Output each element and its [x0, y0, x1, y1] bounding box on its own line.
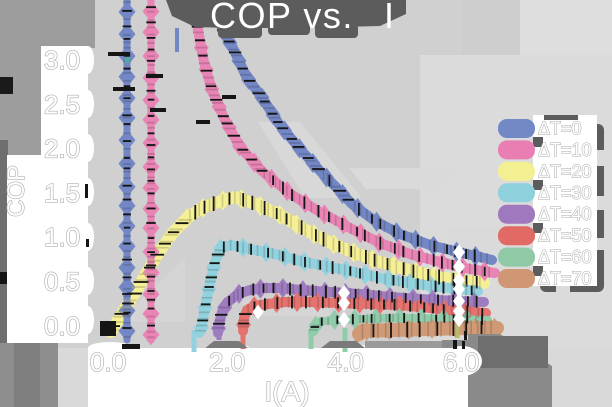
svg-text:ΔT=40: ΔT=40 [538, 204, 592, 224]
svg-text:ΔT=20: ΔT=20 [538, 161, 592, 181]
svg-text:ΔT=50: ΔT=50 [538, 226, 592, 246]
svg-text:COP vs.: COP vs. [210, 0, 354, 36]
svg-text:ΔT=30: ΔT=30 [538, 183, 592, 203]
svg-text:1.0: 1.0 [44, 222, 80, 252]
svg-text:ΔT=10: ΔT=10 [538, 140, 592, 160]
svg-text:2.0: 2.0 [44, 134, 80, 164]
svg-text:1.5: 1.5 [44, 178, 80, 208]
svg-text:6.0: 6.0 [443, 347, 479, 377]
svg-text:4.0: 4.0 [328, 347, 364, 377]
svg-text:0.0: 0.0 [44, 311, 80, 341]
svg-text:2.5: 2.5 [44, 89, 80, 119]
svg-text:ΔT=70: ΔT=70 [538, 269, 592, 289]
svg-text:ΔT=60: ΔT=60 [538, 247, 592, 267]
svg-text:I: I [384, 0, 394, 36]
svg-text:2.0: 2.0 [209, 347, 245, 377]
svg-text:0.5: 0.5 [44, 267, 80, 297]
svg-text:3.0: 3.0 [44, 45, 80, 75]
svg-text:0.0: 0.0 [90, 347, 126, 377]
svg-text:ΔT=0: ΔT=0 [538, 119, 582, 139]
svg-text:COP: COP [3, 165, 30, 217]
svg-text:I(A): I(A) [264, 376, 309, 407]
